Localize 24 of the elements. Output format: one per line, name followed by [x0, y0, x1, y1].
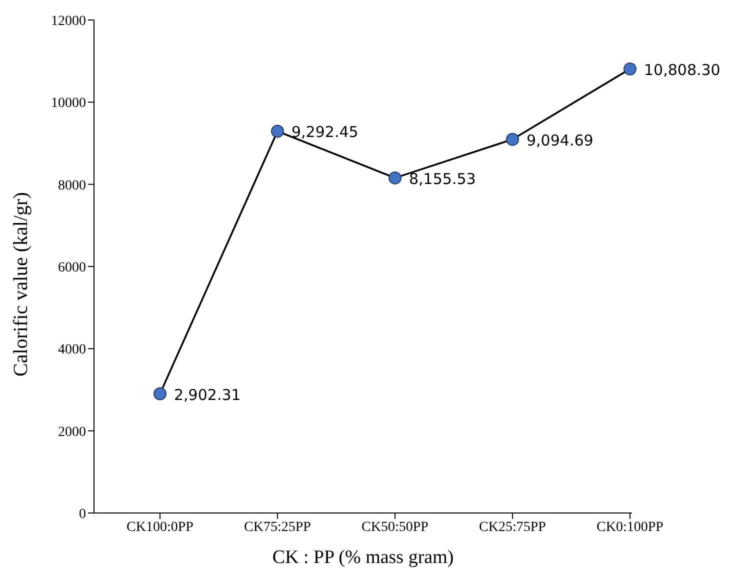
- y-tick-label: 0: [79, 506, 86, 522]
- x-tick-label: CK75:25PP: [244, 520, 312, 535]
- data-label: 9,094.69: [526, 131, 594, 150]
- data-label: 8,155.53: [409, 170, 476, 188]
- data-label: 2,902.31: [174, 386, 241, 404]
- point: [388, 171, 402, 184]
- x-tick-label: CK25:75PP: [479, 520, 546, 535]
- data-label: 10,808.30: [644, 60, 720, 79]
- point: [271, 124, 284, 138]
- y-tick-label: 2000: [58, 424, 86, 440]
- y-tick-label: 12000: [51, 14, 86, 29]
- x-tick-label: CK100:0PP: [126, 520, 194, 535]
- data-label: 9,292.45: [292, 123, 358, 142]
- point: [624, 62, 636, 76]
- point: [154, 387, 166, 400]
- x-tick-label: CK0:100PP: [596, 520, 664, 535]
- x-tick-label: CK50:50PP: [362, 520, 429, 535]
- y-axis-title: Calorific value (kal/gr): [10, 192, 32, 376]
- y-tick-label: 10000: [51, 96, 86, 112]
- y-tick-label: 4000: [58, 342, 86, 358]
- y-tick-label: 6000: [58, 260, 86, 276]
- x-axis-title: CK : PP (% mass gram): [272, 547, 454, 568]
- point: [506, 132, 519, 146]
- y-tick-label: 8000: [58, 178, 86, 194]
